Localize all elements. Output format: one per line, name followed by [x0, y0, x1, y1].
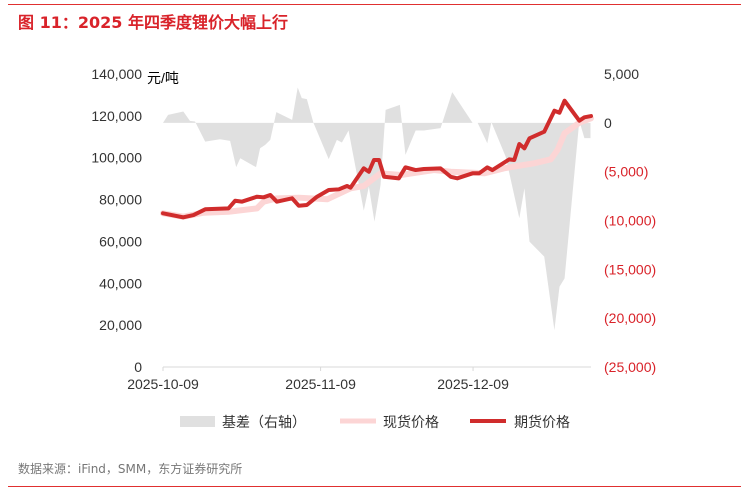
- left-tick-label: 40,000: [99, 275, 142, 291]
- futures-price-line: [161, 98, 593, 220]
- left-tick-label: 120,000: [91, 108, 142, 124]
- x-tick-label: 2025-10-09: [127, 376, 199, 392]
- x-tick-label: 2025-12-09: [437, 376, 509, 392]
- figure-title: 图 11：2025 年四季度锂价大幅上行: [18, 13, 288, 32]
- right-tick-label: 0: [604, 115, 612, 131]
- left-tick-label: 140,000: [91, 66, 142, 82]
- top-rule: [8, 4, 741, 5]
- unit-label: 元/吨: [147, 70, 179, 86]
- left-tick-label: 100,000: [91, 150, 142, 166]
- left-tick-label: 20,000: [99, 317, 142, 333]
- right-tick-label: (25,000): [604, 359, 656, 375]
- left-tick-label: 0: [134, 359, 142, 375]
- legend-swatch-basis: [180, 416, 215, 427]
- spot-price-line: [160, 115, 594, 220]
- legend-label-basis: 基差（右轴）: [222, 414, 306, 430]
- source-note: 数据来源：iFind，SMM，东方证券研究所: [18, 462, 243, 476]
- right-tick-label: (15,000): [604, 261, 656, 277]
- left-tick-label: 60,000: [99, 233, 142, 249]
- bottom-rule: [8, 486, 741, 487]
- right-tick-label: (20,000): [604, 310, 656, 326]
- right-tick-label: (5,000): [604, 164, 648, 180]
- legend-label-futures: 期货价格: [514, 414, 570, 430]
- legend-label-spot: 现货价格: [383, 414, 439, 430]
- left-tick-label: 80,000: [99, 192, 142, 208]
- right-tick-label: 5,000: [604, 66, 639, 82]
- right-tick-label: (10,000): [604, 213, 656, 229]
- x-tick-label: 2025-11-09: [285, 376, 356, 392]
- basis-area: [163, 87, 591, 331]
